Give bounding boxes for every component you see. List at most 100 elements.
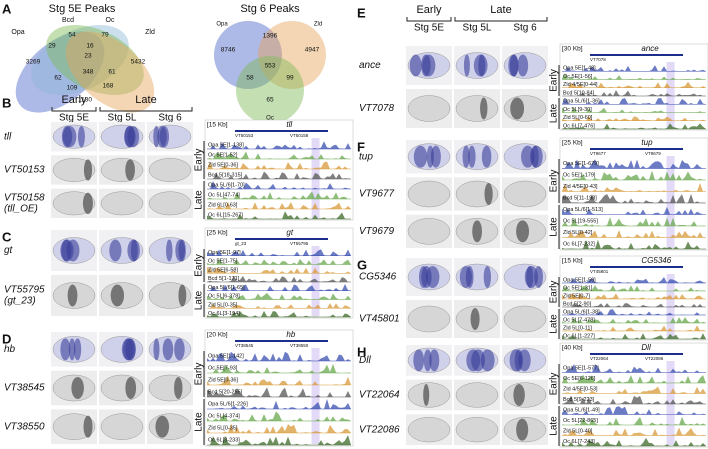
row-label: VT38550 [4,421,45,432]
stain [521,145,535,168]
stain [162,338,174,361]
row-label: tup [359,151,373,162]
track-label: Opa 5E[1-48] [563,66,596,72]
venn-number: 54 [68,32,76,39]
panel-label: B [2,95,11,110]
venn-number: 16 [86,43,94,50]
track-label: Oc 6L[7-232] [563,242,595,248]
track-signal [207,411,351,421]
track-signal [562,239,706,249]
group-label: Early [549,69,560,92]
track-box [559,342,708,448]
track-label: Zld 5L[0-35] [208,302,238,308]
stain [510,97,525,120]
track-signal [562,217,706,226]
track-scale: [25 Kb] [562,140,583,147]
track-label: Bcd 5[1-171] [208,276,240,282]
track-label: Opa 5E[1-138] [208,142,244,148]
venn-number: 1396 [263,33,278,40]
track-signal [207,284,351,291]
venn-number: 23 [84,53,92,60]
stain [82,192,93,214]
track-signal [207,351,351,361]
header-late: Late [490,4,511,16]
embryo [407,218,451,245]
highlight [311,348,320,444]
track-label: Oc 5E[1-31] [563,285,593,291]
track-label: Opa 5E[1-679] [563,161,599,167]
embryo [407,95,451,122]
track-signal [207,275,351,282]
track-signal [562,123,706,129]
track-signal [562,81,706,88]
track-box [559,137,708,251]
track-label: Opa 5L/6[1-513] [563,207,603,213]
row-label: ance [359,60,381,71]
element-label: VT9679 [645,151,661,156]
element-label: VT55795 [290,241,309,246]
element-label: VT7078 [590,57,606,62]
stain [481,145,492,168]
track-label: Oc 5L[22-865] [563,418,598,424]
header-early: Early [416,4,442,16]
venn-number: 29 [48,43,56,50]
venn-set [236,56,304,124]
venn-number: 3269 [26,59,41,66]
venn-set [65,31,155,113]
row-label: tll [4,131,12,142]
venn-set [214,21,282,89]
embryo [100,374,144,402]
element-label: VT50153 [235,133,254,138]
track-label: Zld 4/5E[0-43] [563,184,598,190]
highlight [666,62,675,128]
stain [524,266,539,288]
stage-label: Stg 5L [108,113,137,124]
row-label: VT38545 [4,383,45,394]
stain [465,266,474,288]
track-signal [562,193,706,203]
track-label: Opa 5L/6[1-38] [563,309,600,315]
track-signal [207,435,351,445]
track-label: Oc 6L[3-194] [208,311,240,317]
row-label: VT9679 [359,226,394,237]
element-label: VT50158 [290,133,309,138]
stain [470,308,480,330]
track-signal [562,65,706,72]
stain [409,54,422,77]
group-label: Late [549,217,560,237]
track-signal [562,427,706,436]
group-label: Late [549,416,560,436]
panel-label: C [2,229,12,244]
track-signal [207,211,351,219]
track-label: Bcd 5[2-90] [563,301,592,307]
stain [462,145,470,168]
track-signal [207,310,351,317]
venn-set-label: Zld [145,29,155,36]
track-scale: [25 Kb] [207,230,228,237]
track-label: Opa 5L/6[1-70] [208,182,245,188]
row-label: Dll [359,355,371,366]
track-signal [207,249,351,256]
track-signal [562,333,706,339]
venn-number: 348 [83,69,94,76]
track-label: Oc 5E[6-126] [563,376,596,382]
embryo [148,191,192,216]
track-label: Zld 5L[0-11] [563,325,592,331]
stain [513,384,525,406]
stain [73,338,82,361]
stain [61,239,72,262]
stain [125,377,137,399]
highlight [666,274,675,338]
stage-label: Stg 5L [463,23,492,34]
element-label: VT45801 [590,269,609,274]
row-label: VT7078 [359,103,394,114]
track-label: Oc 6L[3-233] [208,437,240,443]
group-label: Late [194,190,205,210]
element-label: VT38545 [235,343,254,348]
track-label: Bcd 5[20-255] [208,389,243,395]
track-label: Oc 5E[1-52] [208,152,238,158]
venn-number: 1130 [78,97,92,104]
track-signal [562,159,706,169]
track-signal [562,206,706,215]
